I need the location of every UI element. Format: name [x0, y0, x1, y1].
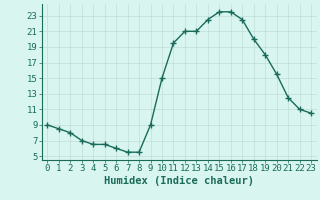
X-axis label: Humidex (Indice chaleur): Humidex (Indice chaleur)	[104, 176, 254, 186]
